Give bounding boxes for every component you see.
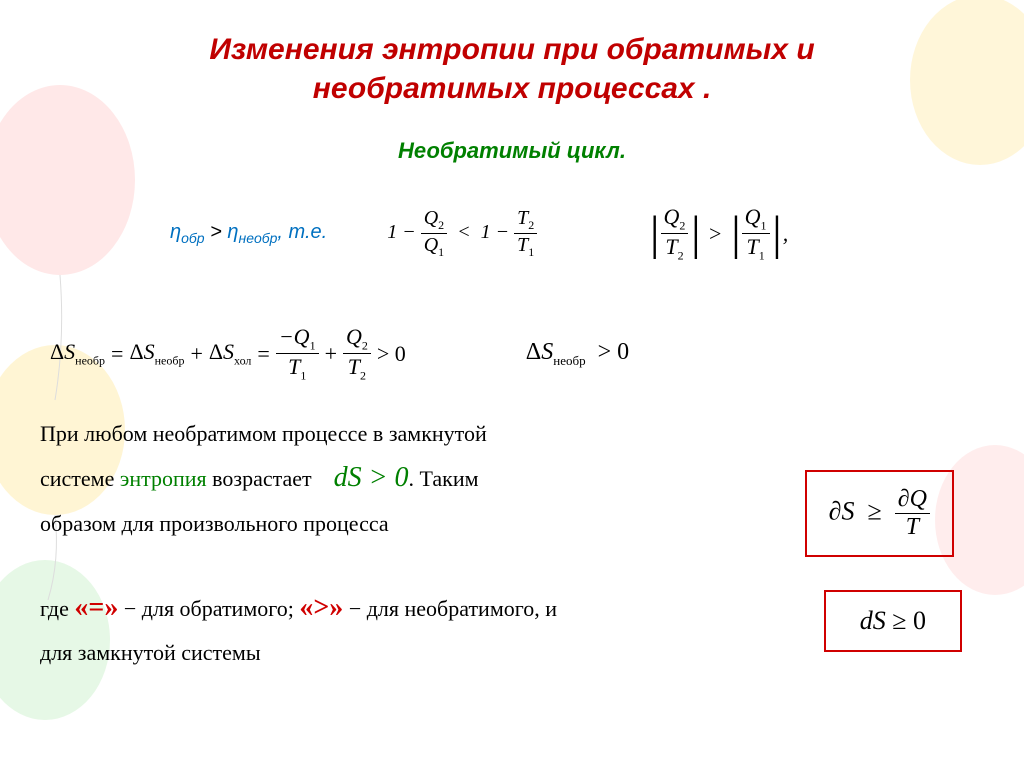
efficiency-row: ηобр > ηнеобр, т.е. 1 − Q2 Q1 < 1 − T2 T… [170, 204, 984, 264]
page-title: Изменения энтропии при обратимых и необр… [40, 30, 984, 108]
delta-s-equation: ΔSнеобр = ΔSнеобр + ΔSхол = −Q1 T1 + Q2 … [50, 324, 406, 384]
eta-inequality: ηобр > ηнеобр, т.е. [170, 221, 327, 246]
abs-inequality: | Q2 T2 | > | Q1 T1 | , [647, 204, 788, 264]
q-t-inequality: 1 − Q2 Q1 < 1 − T2 T1 [387, 207, 537, 260]
delta-s-row: ΔSнеобр = ΔSнеобр + ΔSхол = −Q1 T1 + Q2 … [40, 324, 984, 384]
ds-ge-zero-box: dS ≥ 0 [824, 590, 962, 652]
explanation-paragraph: При любом необратимом процессе в замкнут… [40, 414, 660, 673]
subtitle: Необратимый цикл. [40, 138, 984, 164]
delta-s-result: ΔSнеобр > 0 [526, 339, 629, 369]
entropy-inequality-box: ∂S ≥ ∂Q T [805, 470, 954, 557]
